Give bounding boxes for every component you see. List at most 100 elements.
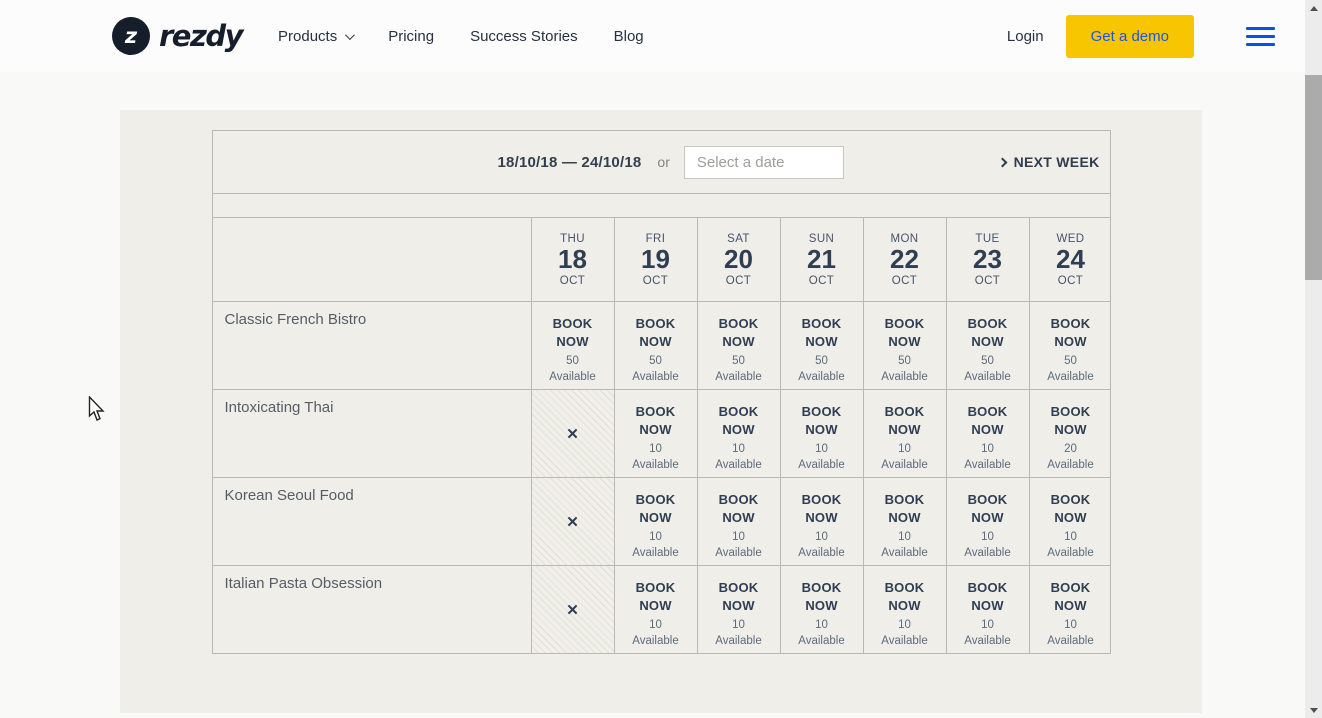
book-now-label: BOOK NOW xyxy=(635,580,676,614)
book-now-cell[interactable]: BOOK NOW 10 Available xyxy=(696,478,780,565)
availability-text: 10 Available xyxy=(615,442,697,473)
availability-count: 10 xyxy=(815,619,828,632)
book-now-cell[interactable]: BOOK NOW 10 Available xyxy=(779,390,863,477)
book-now-cell[interactable]: BOOK NOW 10 Available xyxy=(862,478,946,565)
product-row: Classic French Bistro BOOK NOW 50 Available… xyxy=(212,301,1112,389)
scroll-down-button[interactable] xyxy=(1305,702,1322,718)
product-name-cell: Korean Seoul Food xyxy=(213,478,531,565)
book-now-label: BOOK NOW xyxy=(801,404,842,438)
book-now-cell[interactable]: BOOK NOW 10 Available xyxy=(945,566,1029,653)
availability-text: 50 Available xyxy=(615,354,697,385)
availability-word: Available xyxy=(715,370,762,383)
nav-item-blog[interactable]: Blog xyxy=(614,28,644,45)
day-header-row: THU 18 OCT FRI 19 OCT SAT 20 OCT SUN 21 OCT MON 22 OCT… xyxy=(213,218,1110,301)
product-name-cell: Intoxicating Thai xyxy=(213,390,531,477)
book-now-cell[interactable]: BOOK NOW 10 Available xyxy=(613,566,697,653)
book-now-label: BOOK NOW xyxy=(967,316,1008,350)
availability-text: 10 Available xyxy=(698,618,780,649)
or-label: or xyxy=(657,154,670,170)
availability-count: 10 xyxy=(732,531,745,544)
nav-item-label: Blog xyxy=(613,27,644,45)
top-navigation: z rezdy Products Pricing Success Stories… xyxy=(0,0,1305,72)
book-now-cell[interactable]: BOOK NOW 20 Available xyxy=(1028,390,1112,477)
availability-text: 50 Available xyxy=(781,354,863,385)
book-now-label: BOOK NOW xyxy=(884,316,925,350)
availability-word: Available xyxy=(715,546,762,559)
availability-count: 50 xyxy=(649,355,662,368)
book-now-cell[interactable]: BOOK NOW 10 Available xyxy=(1028,566,1112,653)
login-link[interactable]: Login xyxy=(1006,27,1044,45)
book-now-label: BOOK NOW xyxy=(718,404,759,438)
day-header-cell: TUE 23 OCT xyxy=(945,218,1029,301)
day-month-label: OCT xyxy=(725,274,752,287)
product-name-label: Intoxicating Thai xyxy=(224,399,334,416)
book-now-cell[interactable]: BOOK NOW 10 Available xyxy=(779,478,863,565)
book-now-label: BOOK NOW xyxy=(718,492,759,526)
book-now-cell[interactable]: BOOK NOW 10 Available xyxy=(613,478,697,565)
book-now-cell[interactable]: BOOK NOW 50 Available xyxy=(613,302,697,389)
day-weekday-label: FRI xyxy=(645,233,666,245)
availability-text: 50 Available xyxy=(532,354,614,385)
unavailable-cell: ✕ xyxy=(530,390,614,477)
select-date-input[interactable] xyxy=(683,145,844,179)
book-now-label: BOOK NOW xyxy=(718,316,759,350)
availability-calendar: 18/10/18 — 24/10/18 or NEXT WEEK THU18OC… xyxy=(211,130,1112,654)
availability-text: 50 Available xyxy=(864,354,946,385)
book-now-cell[interactable]: BOOK NOW 50 Available xyxy=(862,302,946,389)
calendar-spacer-row xyxy=(212,194,1110,218)
book-now-cell[interactable]: BOOK NOW 50 Available xyxy=(530,302,614,389)
availability-count: 10 xyxy=(1064,531,1077,544)
book-now-cell[interactable]: BOOK NOW 10 Available xyxy=(945,390,1029,477)
rezdy-logo[interactable]: z rezdy xyxy=(112,17,244,55)
rezdy-logo-icon: z xyxy=(112,17,150,55)
nav-right-group: Login Get a demo xyxy=(1006,14,1275,58)
day-weekday-label: TUE xyxy=(975,233,1000,245)
book-now-cell[interactable]: BOOK NOW 10 Available xyxy=(613,390,697,477)
get-a-demo-button[interactable]: Get a demo xyxy=(1065,14,1194,58)
scroll-up-button[interactable] xyxy=(1305,0,1322,16)
book-now-cell[interactable]: BOOK NOW 50 Available xyxy=(945,302,1029,389)
page-scrollbar[interactable] xyxy=(1305,0,1322,718)
book-now-cell[interactable]: BOOK NOW 10 Available xyxy=(696,566,780,653)
availability-word: Available xyxy=(1047,546,1094,559)
book-now-label: BOOK NOW xyxy=(718,580,759,614)
day-weekday-label: WED xyxy=(1056,233,1085,245)
book-now-cell[interactable]: BOOK NOW 50 Available xyxy=(779,302,863,389)
week-range-group: 18/10/18 — 24/10/18 or xyxy=(498,145,844,179)
availability-text: 10 Available xyxy=(1030,530,1112,561)
book-now-cell[interactable]: BOOK NOW 10 Available xyxy=(696,390,780,477)
availability-word: Available xyxy=(881,634,928,647)
availability-text: 10 Available xyxy=(698,442,780,473)
book-now-label: BOOK NOW xyxy=(635,316,676,350)
availability-word: Available xyxy=(632,546,679,559)
next-week-button[interactable]: NEXT WEEK xyxy=(997,154,1100,170)
hamburger-menu-icon[interactable] xyxy=(1246,26,1275,46)
book-now-cell[interactable]: BOOK NOW 10 Available xyxy=(779,566,863,653)
availability-count: 10 xyxy=(981,443,994,456)
book-now-cell[interactable]: BOOK NOW 10 Available xyxy=(862,390,946,477)
book-now-cell[interactable]: BOOK NOW 10 Available xyxy=(862,566,946,653)
availability-text: 10 Available xyxy=(781,530,863,561)
day-month-label: OCT xyxy=(974,274,1001,287)
unavailable-cell: ✕ xyxy=(530,566,614,653)
book-now-cell[interactable]: BOOK NOW 10 Available xyxy=(945,478,1029,565)
book-now-label: BOOK NOW xyxy=(884,580,925,614)
availability-word: Available xyxy=(881,546,928,559)
book-now-label: BOOK NOW xyxy=(884,404,925,438)
day-header-cell: THU 18 OCT xyxy=(530,218,614,301)
nav-item-success-stories[interactable]: Success Stories xyxy=(470,28,578,45)
product-name-label: Classic French Bistro xyxy=(224,311,367,328)
calendar-week-header: 18/10/18 — 24/10/18 or NEXT WEEK xyxy=(212,131,1110,194)
nav-item-products[interactable]: Products xyxy=(278,28,356,45)
unavailable-x-icon: ✕ xyxy=(566,425,579,443)
book-now-cell[interactable]: BOOK NOW 50 Available xyxy=(696,302,780,389)
scrollbar-thumb[interactable] xyxy=(1305,75,1322,280)
availability-word: Available xyxy=(798,370,845,383)
availability-word: Available xyxy=(964,634,1011,647)
unavailable-x-icon: ✕ xyxy=(566,601,579,619)
nav-item-pricing[interactable]: Pricing xyxy=(388,28,434,45)
book-now-cell[interactable]: BOOK NOW 50 Available xyxy=(1028,302,1112,389)
availability-word: Available xyxy=(549,370,596,383)
book-now-cell[interactable]: BOOK NOW 10 Available xyxy=(1028,478,1112,565)
calendar-grid: THU 18 OCT FRI 19 OCT SAT 20 OCT SUN 21 OCT MON 22 OCT… xyxy=(212,218,1112,653)
